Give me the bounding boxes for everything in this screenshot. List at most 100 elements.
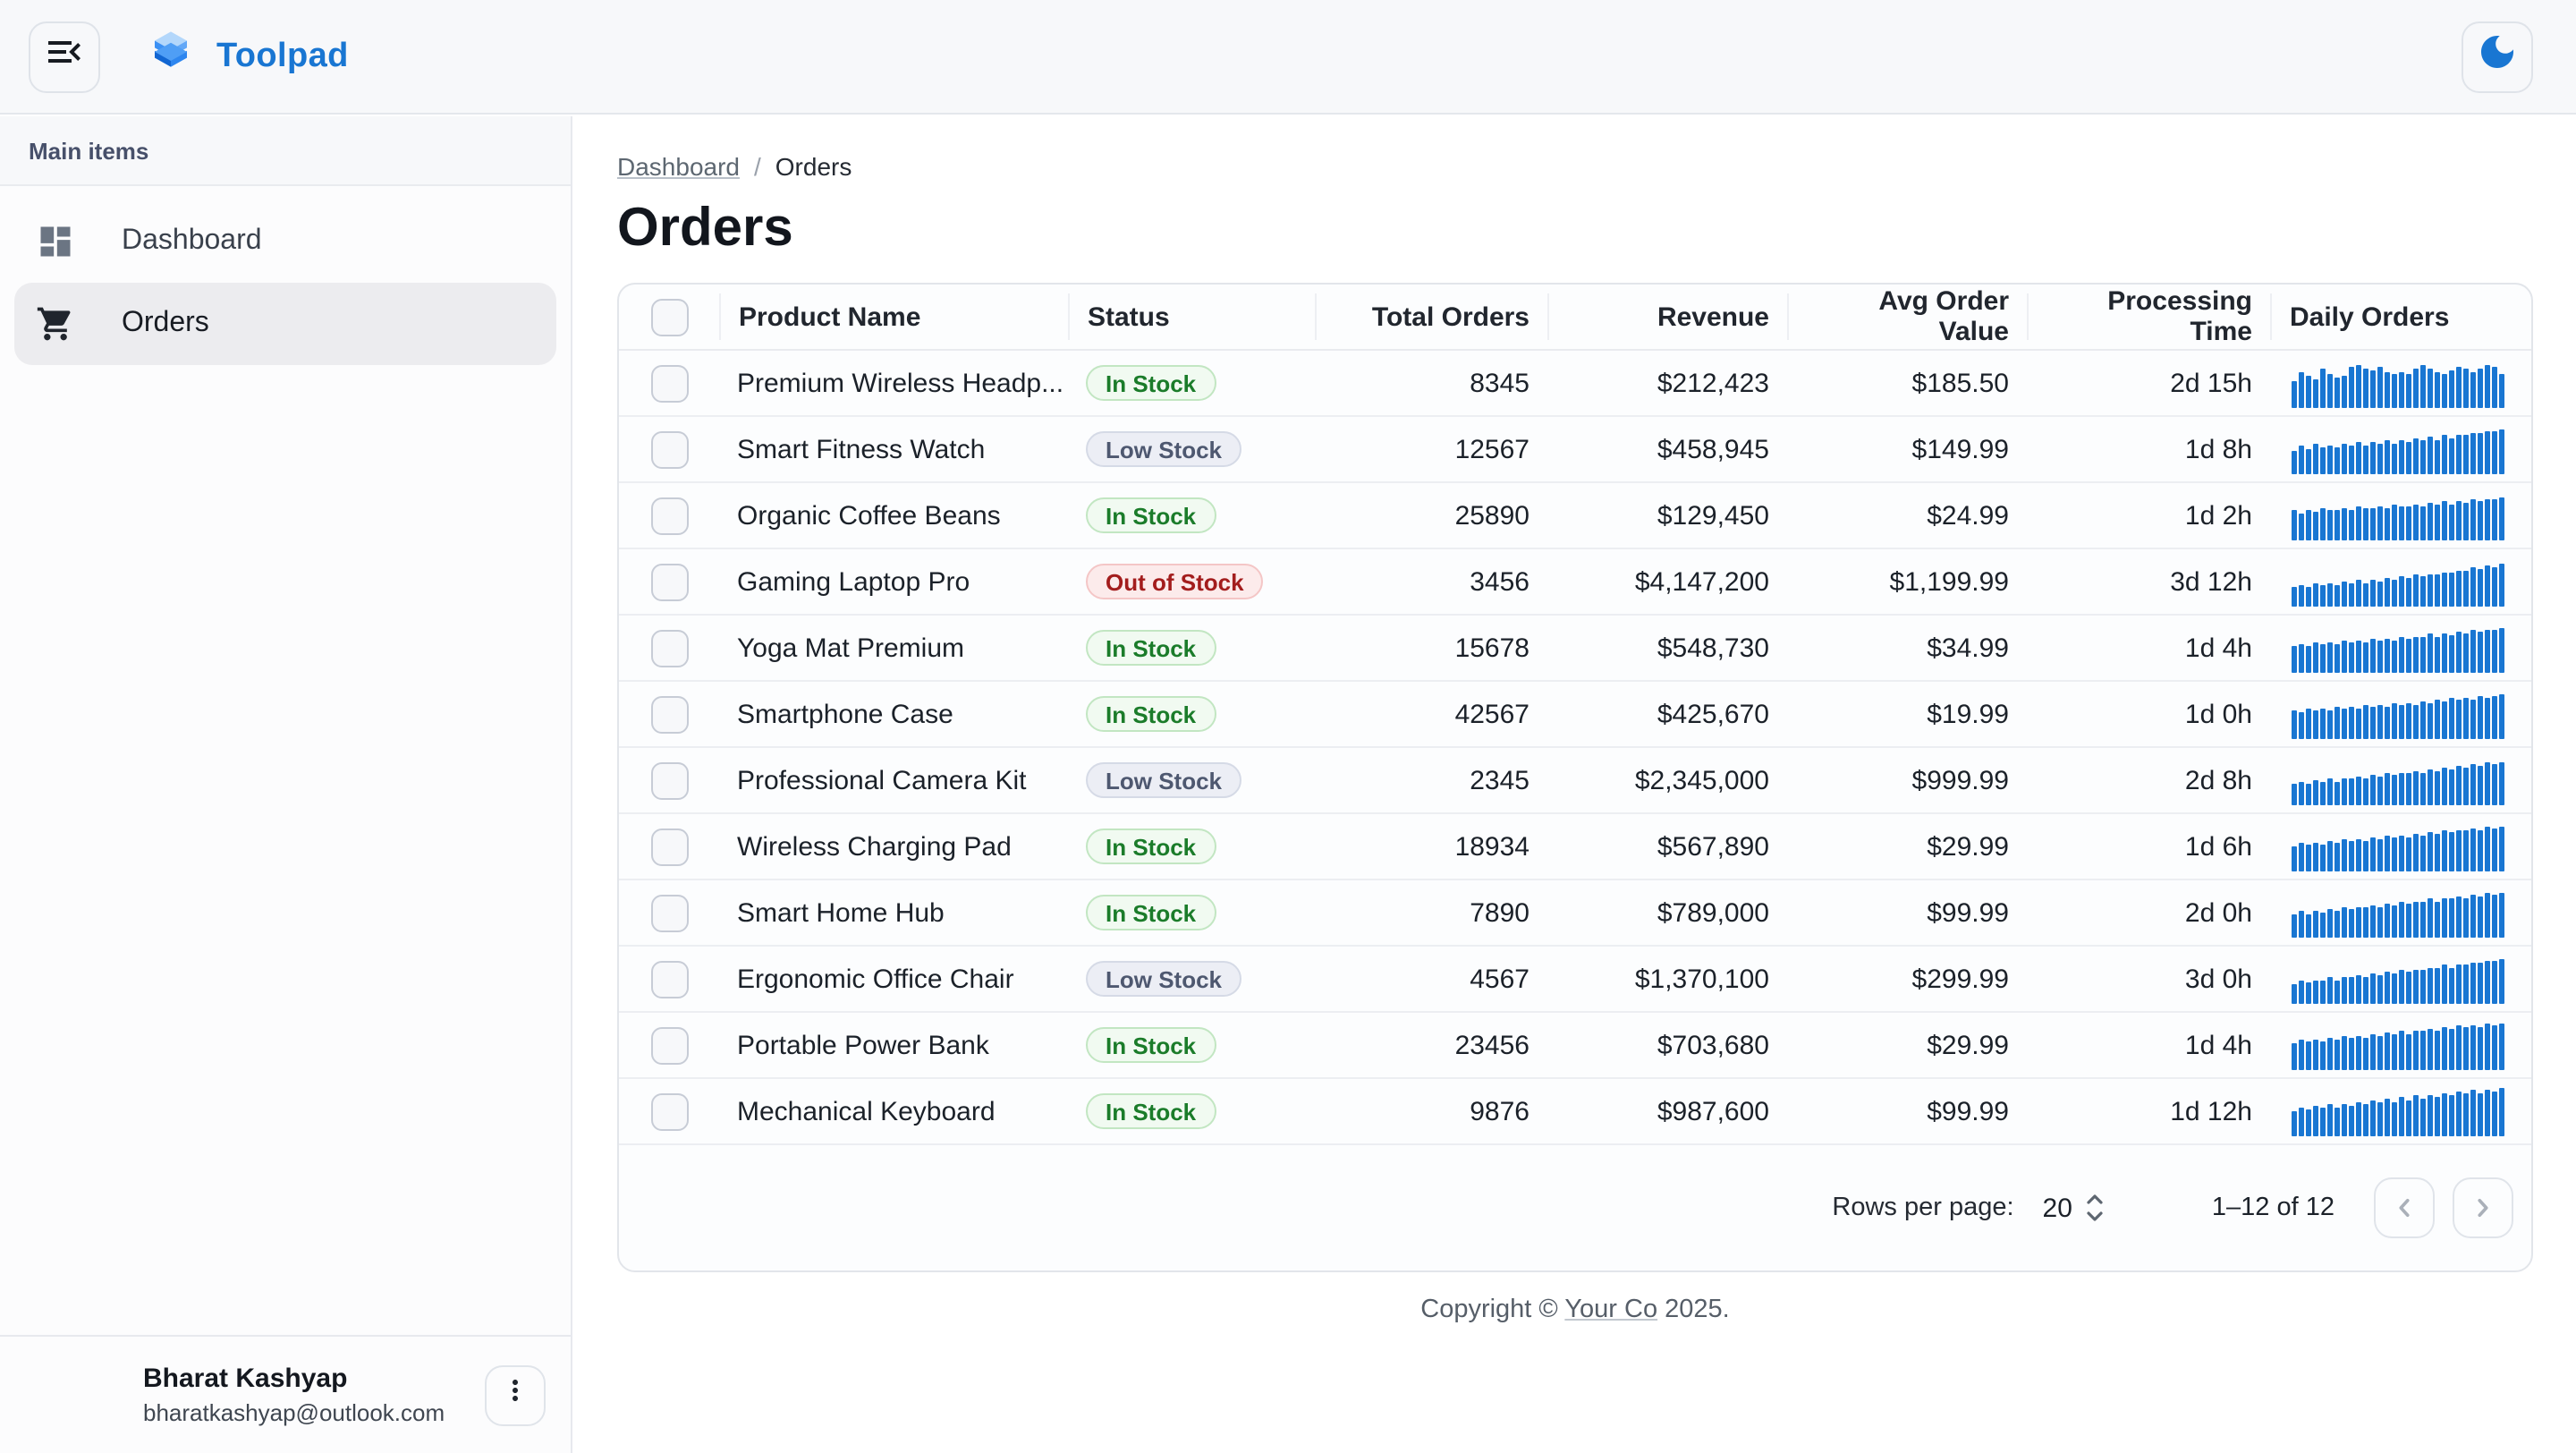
app-title: Toolpad [216, 37, 349, 74]
daily-orders-sparkline [2292, 1087, 2510, 1135]
daily-orders-sparkline [2292, 822, 2510, 871]
cell-revenue: $1,370,100 [1634, 964, 1769, 994]
avatar[interactable] [29, 1350, 118, 1440]
app-header: Toolpad [0, 0, 2576, 115]
cell-avg-order-value: $29.99 [1927, 1030, 2009, 1060]
column-header-daily-orders[interactable]: Daily Orders [2270, 293, 2531, 340]
row-checkbox-cell [619, 364, 719, 402]
row-checkbox[interactable] [650, 894, 688, 931]
row-checkbox[interactable] [650, 1092, 688, 1130]
row-checkbox-cell [619, 828, 719, 865]
row-checkbox[interactable] [650, 960, 688, 998]
cell-status: In Stock [1068, 1093, 1315, 1129]
table-row: Premium Wireless Headp... In Stock 8345 $21… [619, 351, 2531, 417]
select-all-checkbox[interactable] [650, 298, 688, 336]
cell-product-name: Mechanical Keyboard [737, 1096, 996, 1126]
column-header-revenue[interactable]: Revenue [1547, 293, 1787, 340]
collapse-sidebar-button[interactable] [29, 21, 100, 92]
user-menu-button[interactable] [485, 1364, 546, 1425]
cell-daily-orders [2270, 756, 2531, 804]
cell-product-name: Organic Coffee Beans [737, 500, 1001, 531]
brand[interactable]: Toolpad [147, 28, 349, 85]
column-header-total-orders[interactable]: Total Orders [1315, 293, 1547, 340]
theme-toggle-button[interactable] [2462, 21, 2533, 92]
cell-status: Out of Stock [1068, 564, 1315, 599]
cell-total-orders: 3456 [1470, 566, 1530, 597]
row-checkbox-cell [619, 430, 719, 468]
table-row: Smart Home Hub In Stock 7890 $789,000 $99.99… [619, 880, 2531, 947]
sidebar-item-dashboard[interactable]: Dashboard [14, 200, 556, 283]
status-badge: In Stock [1086, 696, 1216, 732]
rows-per-page-spinner-icon[interactable] [2083, 1192, 2108, 1224]
row-checkbox[interactable] [650, 629, 688, 667]
cell-status: In Stock [1068, 828, 1315, 864]
cell-total-orders: 18934 [1454, 831, 1530, 862]
row-checkbox[interactable] [650, 563, 688, 600]
cell-product-name: Smart Fitness Watch [737, 434, 986, 464]
cell-status: Low Stock [1068, 431, 1315, 467]
cell-product-name: Gaming Laptop Pro [737, 566, 970, 597]
breadcrumb-dashboard-link[interactable]: Dashboard [617, 152, 740, 181]
row-checkbox-cell [619, 1092, 719, 1130]
cell-avg-order-value: $19.99 [1927, 699, 2009, 729]
cell-avg-order-value: $1,199.99 [1889, 566, 2009, 597]
cell-total-orders: 12567 [1454, 434, 1530, 464]
row-checkbox-cell [619, 695, 719, 733]
rows-per-page-select[interactable]: 20 [2042, 1193, 2072, 1223]
cell-product-name: Wireless Charging Pad [737, 831, 1012, 862]
company-link[interactable]: Your Co [1564, 1296, 1658, 1324]
status-badge: In Stock [1086, 828, 1216, 864]
user-account-section: Bharat Kashyap bharatkashyap@outlook.com [0, 1335, 571, 1453]
footer-copyright: Copyright © Your Co 2025. [1420, 1296, 1730, 1324]
column-header-avg-order-value[interactable]: Avg Order Value [1787, 286, 2027, 347]
cell-status: In Stock [1068, 497, 1315, 533]
cell-processing-time: 1d 4h [2184, 1030, 2252, 1060]
row-checkbox[interactable] [650, 364, 688, 402]
previous-page-button[interactable] [2374, 1177, 2435, 1238]
sidebar-item-orders[interactable]: Orders [14, 283, 556, 365]
cell-total-orders: 2345 [1470, 765, 1530, 795]
breadcrumb-separator: / [754, 152, 761, 181]
row-checkbox-cell [619, 761, 719, 799]
cell-total-orders: 15678 [1454, 633, 1530, 663]
daily-orders-sparkline [2292, 1021, 2510, 1069]
column-header-processing-time[interactable]: Processing Time [2027, 286, 2270, 347]
row-checkbox[interactable] [650, 1026, 688, 1064]
table-row: Smartphone Case In Stock 42567 $425,670 $19.… [619, 682, 2531, 748]
table-row: Professional Camera Kit Low Stock 2345 $2,3… [619, 748, 2531, 814]
menu-open-icon [43, 30, 86, 82]
row-checkbox[interactable] [650, 761, 688, 799]
cell-daily-orders [2270, 1021, 2531, 1069]
row-checkbox-cell [619, 497, 719, 534]
row-checkbox-cell [619, 563, 719, 600]
row-checkbox[interactable] [650, 828, 688, 865]
page-title: Orders [617, 199, 793, 258]
status-badge: In Stock [1086, 895, 1216, 930]
column-header-product-name[interactable]: Product Name [719, 293, 1068, 340]
cell-status: Low Stock [1068, 762, 1315, 798]
table-row: Portable Power Bank In Stock 23456 $703,680… [619, 1013, 2531, 1079]
status-badge: In Stock [1086, 1093, 1216, 1129]
sidebar-section-header: Main items [0, 116, 571, 186]
row-checkbox-cell [619, 960, 719, 998]
cell-daily-orders [2270, 690, 2531, 738]
table-row: Organic Coffee Beans In Stock 25890 $129,45… [619, 483, 2531, 549]
row-checkbox[interactable] [650, 497, 688, 534]
cell-processing-time: 3d 0h [2184, 964, 2252, 994]
column-header-status[interactable]: Status [1068, 293, 1315, 340]
table-row: Wireless Charging Pad In Stock 18934 $567,8… [619, 814, 2531, 880]
cell-avg-order-value: $149.99 [1911, 434, 2009, 464]
row-checkbox[interactable] [650, 695, 688, 733]
shopping-cart-icon [36, 304, 75, 344]
cell-processing-time: 1d 12h [2170, 1096, 2252, 1126]
cell-revenue: $987,600 [1657, 1096, 1769, 1126]
rows-per-page-label: Rows per page: [1832, 1194, 2014, 1222]
status-badge: In Stock [1086, 365, 1216, 401]
sidebar-section-label: Main items [29, 137, 149, 164]
row-checkbox[interactable] [650, 430, 688, 468]
cell-status: In Stock [1068, 365, 1315, 401]
cell-revenue: $212,423 [1657, 368, 1769, 398]
cell-revenue: $458,945 [1657, 434, 1769, 464]
next-page-button[interactable] [2453, 1177, 2513, 1238]
